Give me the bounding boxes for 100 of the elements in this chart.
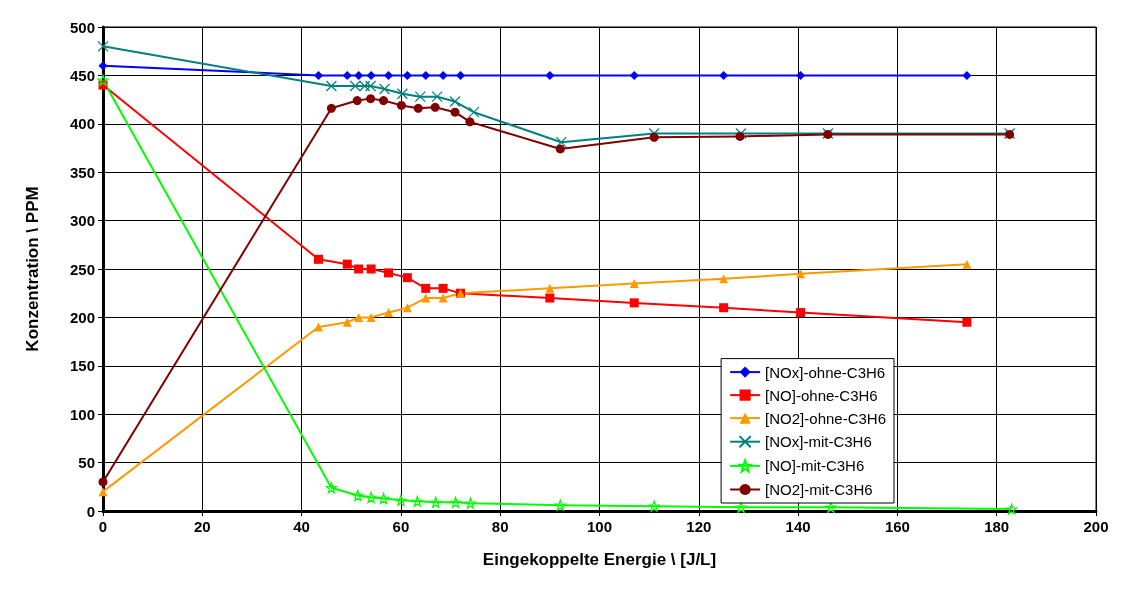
point — [421, 293, 431, 303]
point — [313, 70, 323, 80]
point — [421, 70, 431, 80]
point — [313, 254, 323, 264]
x-tick-label: 100 — [586, 518, 613, 535]
point — [414, 91, 426, 103]
point — [377, 492, 390, 505]
legend-label: [NOx]-ohne-C3H6 — [765, 363, 886, 381]
point — [648, 127, 660, 140]
x-tick-label: 160 — [884, 518, 910, 535]
point — [366, 312, 376, 322]
point — [325, 482, 337, 494]
point — [98, 61, 108, 71]
x-tick-label: 120 — [686, 518, 712, 535]
point — [352, 96, 362, 106]
y-tick-label: 500 — [69, 18, 95, 36]
y-tick-label: 250 — [69, 260, 95, 278]
point — [1005, 503, 1018, 515]
point — [438, 283, 448, 293]
point — [719, 274, 729, 284]
point — [649, 132, 659, 142]
y-tick-label: 0 — [86, 502, 95, 520]
point — [554, 499, 566, 511]
point — [354, 70, 364, 80]
point — [431, 91, 443, 103]
point — [402, 273, 412, 283]
point — [449, 496, 462, 508]
x-tick-label: 0 — [98, 518, 108, 535]
point — [395, 494, 407, 506]
point — [402, 70, 412, 80]
point — [97, 40, 109, 52]
x-tick-label: 60 — [392, 518, 410, 535]
legend-label: [NO]-mit-C3H6 — [765, 457, 865, 475]
point — [450, 107, 460, 117]
point — [962, 259, 972, 269]
point — [366, 94, 376, 104]
point — [796, 308, 806, 318]
point — [352, 489, 364, 502]
point — [455, 70, 465, 80]
point — [735, 131, 745, 141]
point — [962, 70, 972, 80]
y-tick-label: 100 — [69, 405, 95, 423]
point — [342, 70, 352, 80]
point — [325, 80, 337, 92]
point — [313, 322, 323, 332]
point — [545, 293, 555, 303]
point — [366, 264, 376, 274]
point — [383, 308, 393, 318]
point — [98, 477, 108, 487]
y-tick-label: 150 — [69, 357, 95, 375]
x-tick-label: 80 — [491, 518, 509, 535]
x-tick-label: 40 — [293, 518, 310, 535]
point — [555, 136, 567, 148]
point — [468, 106, 480, 118]
x-tick-label: 140 — [785, 518, 811, 535]
legend-label: [NO2]-ohne-C3H6 — [765, 409, 886, 427]
point — [383, 70, 393, 80]
y-tick-label: 450 — [69, 66, 95, 84]
point — [796, 269, 806, 279]
point — [366, 70, 376, 80]
y-axis-title: Konzentration \ PPM — [23, 186, 42, 352]
point — [326, 103, 336, 113]
point — [342, 317, 352, 327]
point — [421, 283, 431, 293]
point — [349, 80, 361, 92]
y-tick-label: 50 — [78, 454, 95, 472]
x-tick-label: 200 — [1083, 518, 1109, 535]
point — [396, 100, 406, 110]
point — [430, 496, 442, 508]
point — [354, 264, 364, 274]
point — [365, 491, 377, 504]
point — [648, 500, 660, 512]
point — [962, 317, 972, 327]
point — [396, 88, 408, 100]
x-tick-label: 20 — [193, 518, 211, 535]
point — [354, 312, 364, 322]
y-tick-label: 300 — [69, 212, 95, 230]
point — [719, 303, 729, 313]
point — [430, 102, 440, 112]
y-tick-label: 350 — [69, 163, 95, 181]
point — [378, 83, 391, 95]
x-tick-label: 180 — [984, 518, 1010, 535]
point — [464, 497, 477, 509]
point — [735, 127, 747, 140]
point — [365, 80, 377, 92]
point — [97, 74, 109, 86]
point — [796, 70, 806, 80]
point — [359, 80, 371, 92]
legend-label: [NO]-ohne-C3H6 — [765, 386, 878, 404]
legend-label: [NO2]-mit-C3H6 — [765, 481, 873, 498]
point — [545, 70, 555, 80]
x-axis-title: Eingekoppelte Energie \ [J/L] — [482, 550, 717, 569]
point — [545, 283, 555, 293]
y-tick-label: 200 — [69, 308, 95, 326]
point — [465, 117, 475, 127]
y-tick-label: 400 — [69, 115, 95, 133]
point — [438, 70, 448, 80]
legend-label: [NOx]-mit-C3H6 — [765, 433, 872, 451]
point — [555, 144, 565, 154]
point — [413, 103, 423, 113]
